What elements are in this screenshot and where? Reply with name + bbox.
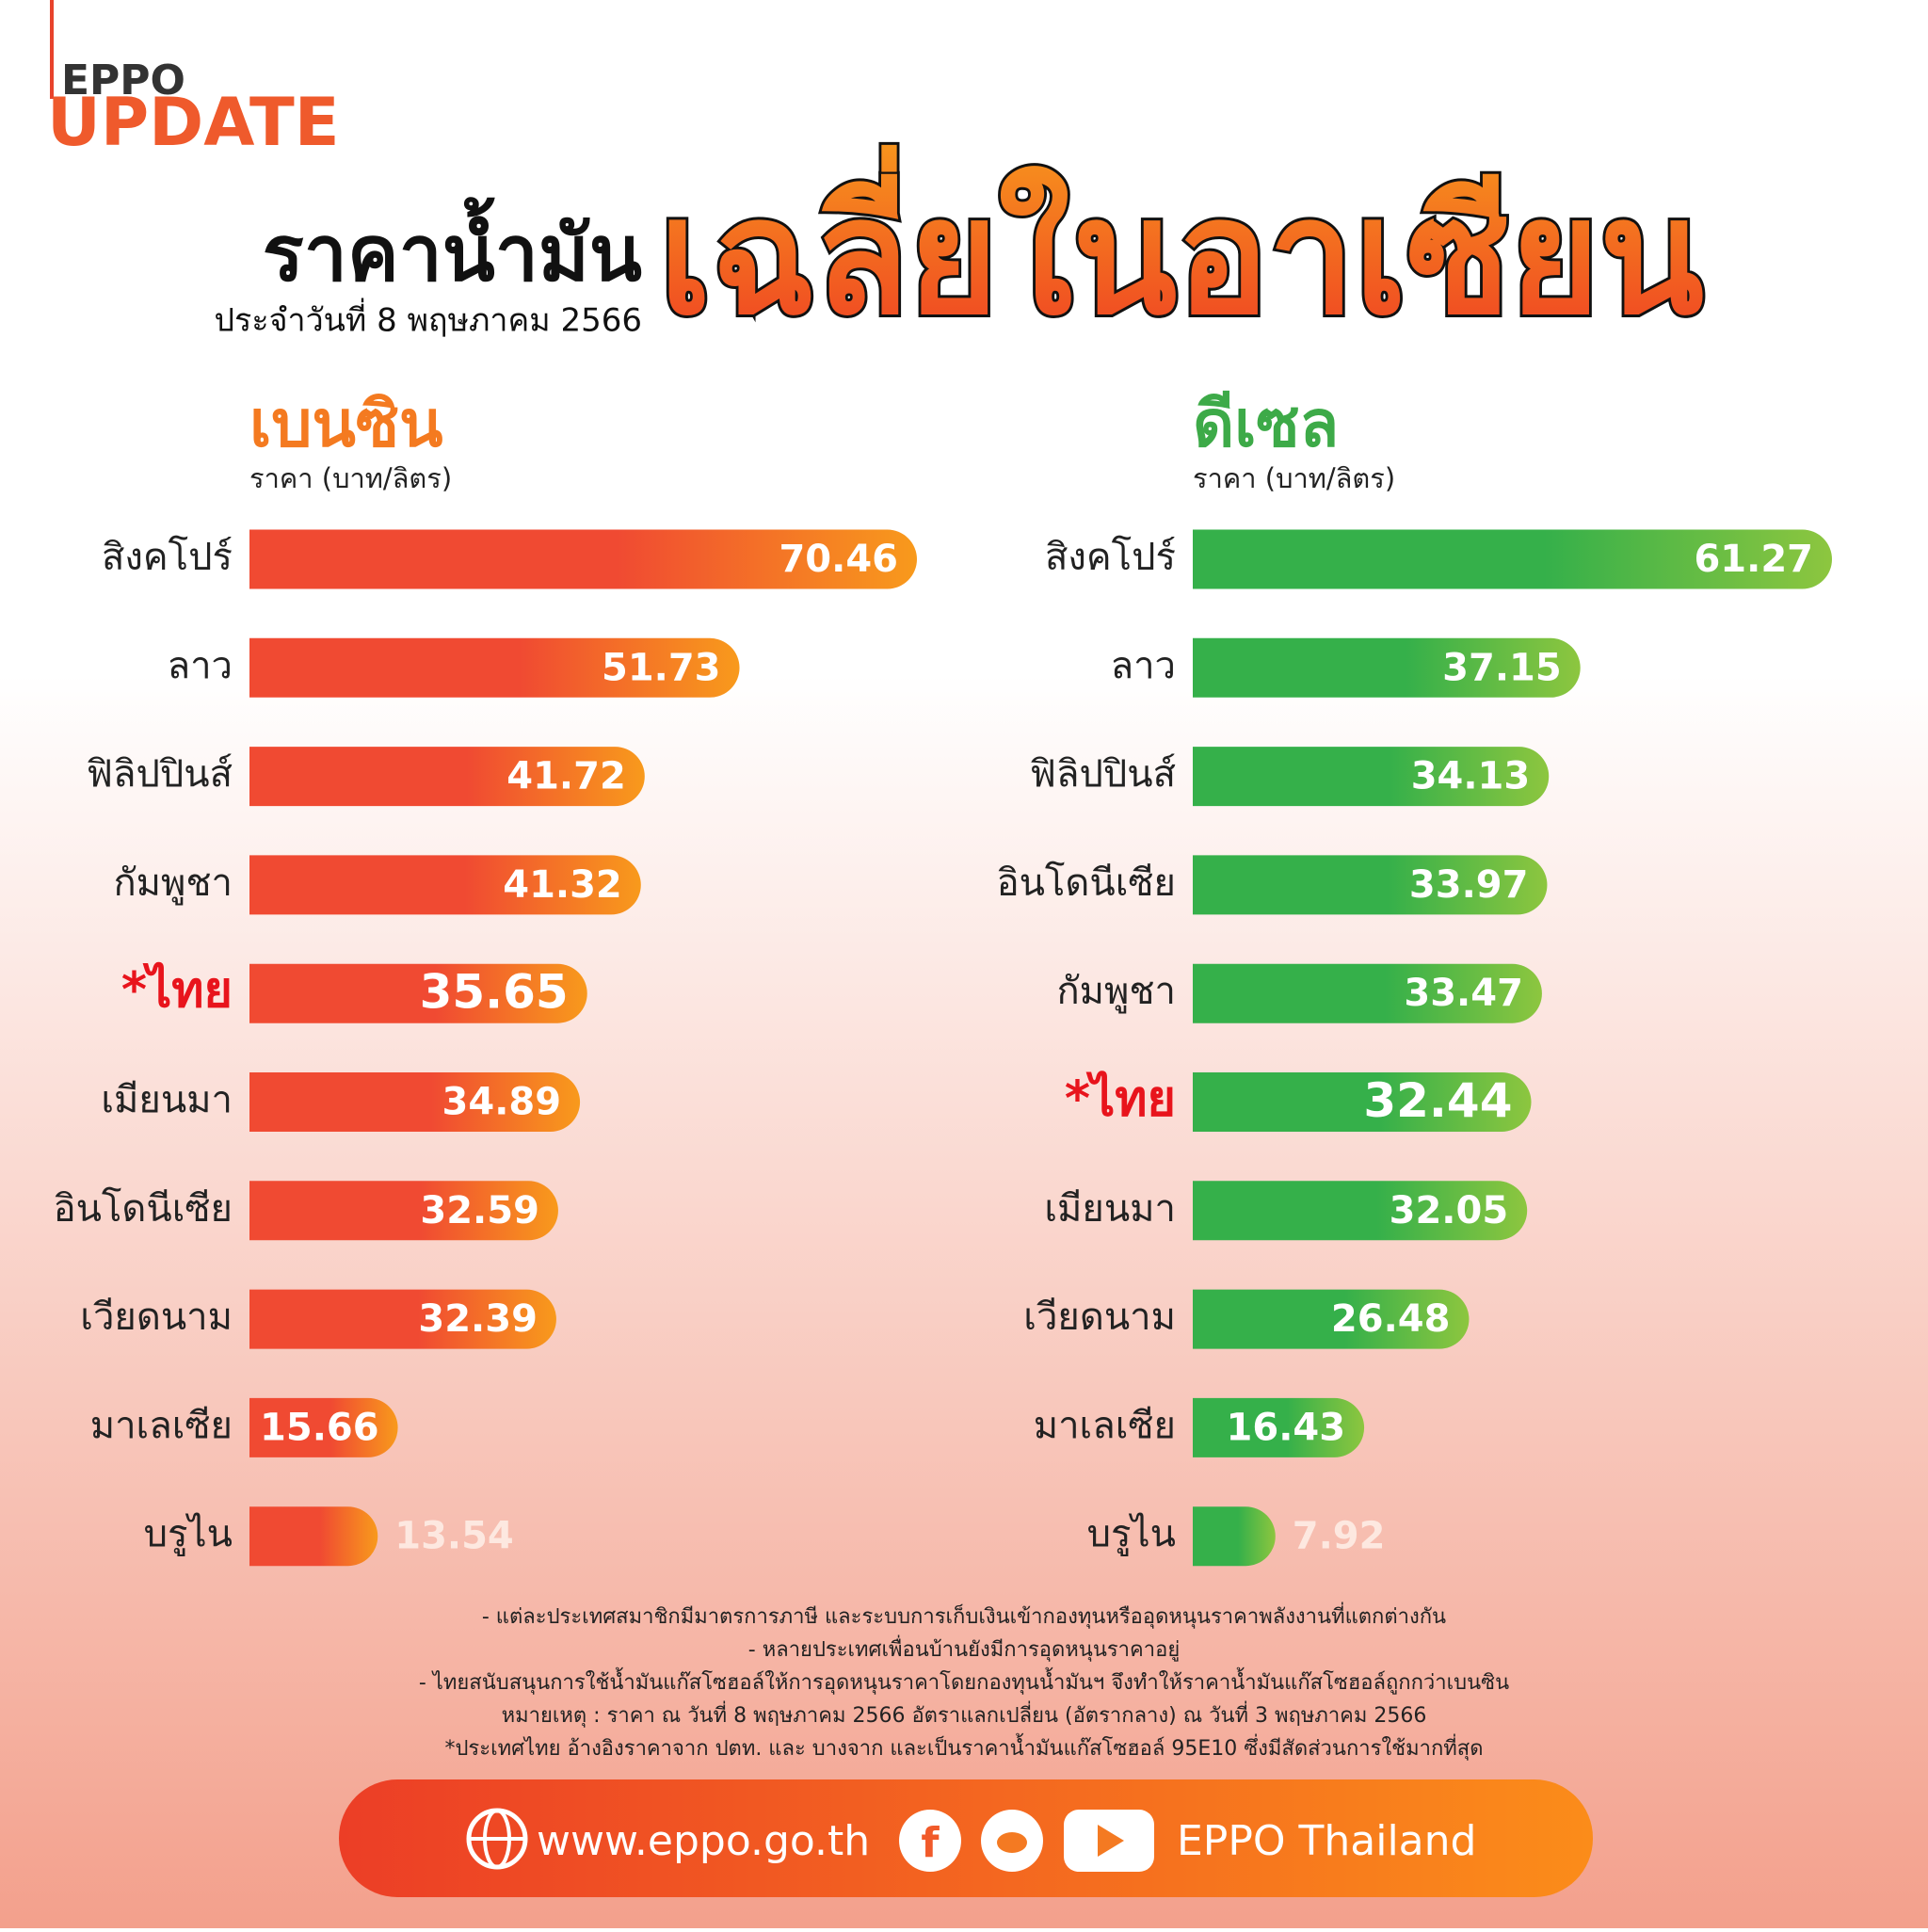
title-highlight: เฉลี่ยในอาเซียน bbox=[659, 144, 1704, 350]
category-label: สิงคโปร์ bbox=[102, 536, 233, 579]
chart-title: ดีเซล bbox=[1193, 388, 1339, 462]
facebook-icon[interactable] bbox=[899, 1810, 961, 1872]
bar bbox=[1193, 1181, 1528, 1241]
value-label: 32.59 bbox=[420, 1189, 539, 1232]
note: *ประเทศไทย อ้างอิงราคาจาก ปตท. และ บางจา… bbox=[444, 1733, 1483, 1761]
website: www.eppo.go.th bbox=[537, 1817, 870, 1865]
category-label: มาเลเซีย bbox=[1034, 1404, 1176, 1447]
note: - แต่ละประเทศสมาชิกมีมาตรการภาษี และระบบ… bbox=[482, 1602, 1446, 1629]
category-label: มาเลเซีย bbox=[90, 1404, 233, 1447]
value-label: 70.46 bbox=[779, 538, 898, 581]
chart-subtitle: ราคา (บาท/ลิตร) bbox=[249, 462, 452, 494]
value-label: 51.73 bbox=[602, 646, 721, 689]
bar bbox=[1193, 855, 1548, 915]
bar bbox=[1193, 1397, 1365, 1457]
social: EPPO Thailand bbox=[1177, 1817, 1476, 1865]
value-label: 32.44 bbox=[1363, 1073, 1512, 1128]
category-label: อินโดนีเซีย bbox=[54, 1187, 233, 1231]
brand: EPPO bbox=[61, 56, 185, 105]
category-label: เวียดนาม bbox=[80, 1296, 233, 1339]
category-label: อินโดนีเซีย bbox=[997, 861, 1176, 905]
category-label: ลาว bbox=[1111, 644, 1176, 687]
value-label: 33.97 bbox=[1409, 863, 1529, 907]
note: หมายเหตุ : ราคา ณ วันที่ 8 พฤษภาคม 2566 … bbox=[502, 1700, 1427, 1728]
category-label: สิงคโปร์ bbox=[1045, 536, 1176, 579]
note: - หลายประเทศเพื่อนบ้านยังมีการอุดหนุนราค… bbox=[748, 1634, 1180, 1662]
bar bbox=[1193, 747, 1550, 807]
value-label: 41.32 bbox=[503, 863, 622, 907]
bar bbox=[249, 1289, 556, 1349]
value-label: 16.43 bbox=[1227, 1406, 1346, 1449]
value-label: 13.54 bbox=[394, 1515, 514, 1558]
bar bbox=[1193, 963, 1542, 1023]
bar bbox=[1193, 1289, 1470, 1349]
category-label: กัมพูชา bbox=[113, 861, 233, 905]
notes: - แต่ละประเทศสมาชิกมีมาตรการภาษี และระบบ… bbox=[419, 1602, 1509, 1761]
footer-bar bbox=[339, 1779, 1593, 1897]
bar bbox=[1193, 637, 1581, 698]
youtube-glyph bbox=[1098, 1825, 1124, 1857]
value-label: 32.05 bbox=[1390, 1189, 1509, 1232]
title: ราคาน้ำมัน bbox=[263, 196, 642, 298]
category-label: บรูไน bbox=[144, 1513, 233, 1556]
note: - ไทยสนับสนุนการใช้น้ำมันแก๊สโซฮอล์ให้กา… bbox=[419, 1667, 1509, 1695]
category-label: *ไทย bbox=[121, 961, 233, 1019]
twitter-glyph bbox=[997, 1832, 1027, 1853]
bar bbox=[249, 1506, 378, 1567]
date: ประจำวันที่ 8 พฤษภาคม 2566 bbox=[214, 298, 642, 340]
category-label: เมียนมา bbox=[101, 1079, 233, 1122]
value-label: 33.47 bbox=[1404, 972, 1523, 1015]
bar bbox=[1193, 529, 1833, 589]
category-label: ลาว bbox=[168, 644, 233, 687]
value-label: 61.27 bbox=[1694, 538, 1813, 581]
bar bbox=[249, 1072, 581, 1132]
value-label: 37.15 bbox=[1442, 646, 1562, 689]
category-label: เมียนมา bbox=[1044, 1187, 1176, 1231]
value-label: 26.48 bbox=[1331, 1297, 1451, 1341]
bar bbox=[249, 529, 918, 589]
facebook-glyph: f bbox=[921, 1819, 940, 1867]
bar bbox=[1193, 1072, 1532, 1132]
bar bbox=[1193, 1506, 1276, 1567]
chart-subtitle: ราคา (บาท/ลิตร) bbox=[1193, 462, 1395, 494]
value-label: 35.65 bbox=[420, 965, 569, 1020]
category-label: เวียดนาม bbox=[1023, 1296, 1176, 1339]
bar bbox=[249, 1181, 558, 1241]
category-label: กัมพูชา bbox=[1056, 970, 1176, 1013]
value-label: 34.13 bbox=[1411, 755, 1531, 798]
bar bbox=[249, 855, 641, 915]
bar bbox=[249, 637, 740, 698]
category-label: บรูไน bbox=[1087, 1513, 1176, 1556]
bar bbox=[249, 1397, 398, 1457]
value-label: 32.39 bbox=[418, 1297, 538, 1341]
category-label: *ไทย bbox=[1065, 1071, 1176, 1128]
value-label: 41.72 bbox=[506, 755, 626, 798]
value-label: 15.66 bbox=[260, 1406, 379, 1449]
category-label: ฟิลิปปินส์ bbox=[87, 753, 233, 797]
category-label: ฟิลิปปินส์ bbox=[1030, 753, 1176, 797]
value-label: 7.92 bbox=[1293, 1515, 1386, 1558]
chart-title: เบนซิน bbox=[249, 388, 443, 462]
brand-sub: UPDATE bbox=[47, 84, 340, 161]
bar bbox=[249, 747, 645, 807]
value-label: 34.89 bbox=[442, 1081, 562, 1124]
bar bbox=[249, 963, 587, 1023]
